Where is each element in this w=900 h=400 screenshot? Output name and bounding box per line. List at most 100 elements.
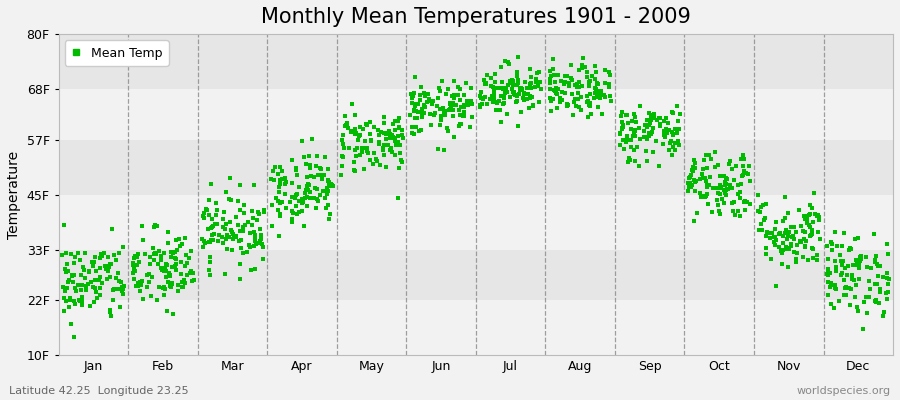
Point <box>517 91 531 97</box>
Point <box>408 74 422 80</box>
Point <box>288 195 302 202</box>
Point <box>495 79 509 85</box>
Point <box>437 108 452 114</box>
Point <box>807 190 822 197</box>
Point <box>824 240 839 247</box>
Point <box>852 264 867 271</box>
Point <box>115 286 130 292</box>
Point <box>652 121 667 127</box>
Point <box>688 157 702 164</box>
Point <box>338 145 352 151</box>
Point <box>789 242 804 248</box>
Point <box>436 146 451 153</box>
Point <box>682 175 697 182</box>
Point <box>582 101 597 108</box>
Point <box>438 108 453 114</box>
Point <box>845 272 859 278</box>
Point <box>404 124 419 130</box>
Point <box>735 163 750 170</box>
Point <box>824 282 838 288</box>
Point <box>640 117 654 124</box>
Point <box>603 93 617 99</box>
Point <box>699 184 714 190</box>
Point <box>391 194 405 201</box>
Point <box>73 298 87 304</box>
Point <box>734 173 749 179</box>
Point <box>141 279 156 285</box>
Point <box>515 86 529 92</box>
Point <box>724 166 739 172</box>
Point <box>363 131 377 138</box>
Point <box>798 243 813 249</box>
Point <box>61 279 76 285</box>
Point <box>147 224 161 230</box>
Point <box>363 119 377 126</box>
Point <box>546 55 561 62</box>
Point <box>662 147 676 154</box>
Point <box>511 80 526 86</box>
Point <box>206 237 220 243</box>
Point <box>784 224 798 231</box>
Point <box>644 113 658 120</box>
Point <box>457 108 472 115</box>
Point <box>428 110 442 116</box>
Point <box>75 294 89 300</box>
Point <box>147 256 161 263</box>
Point <box>646 111 661 118</box>
Point <box>781 233 796 240</box>
Point <box>315 176 329 182</box>
Point <box>115 243 130 250</box>
Point <box>163 273 177 280</box>
Point <box>447 78 462 84</box>
Point <box>62 296 77 303</box>
Point <box>532 99 546 106</box>
Point <box>310 196 324 202</box>
Point <box>357 166 372 172</box>
Point <box>694 194 708 200</box>
Point <box>479 80 493 86</box>
Point <box>179 252 194 258</box>
Point <box>868 253 883 260</box>
Point <box>526 102 541 109</box>
Point <box>232 182 247 189</box>
Point <box>109 275 123 281</box>
Point <box>319 205 333 212</box>
Point <box>718 187 733 194</box>
Point <box>317 172 331 178</box>
Point <box>854 256 868 262</box>
Point <box>492 107 507 113</box>
Point <box>65 272 79 278</box>
Point <box>387 135 401 141</box>
Point <box>878 290 893 297</box>
Point <box>868 298 883 304</box>
Point <box>501 59 516 65</box>
Point <box>663 140 678 147</box>
Point <box>868 299 883 306</box>
Point <box>256 206 271 213</box>
Point <box>785 233 799 240</box>
Point <box>857 298 871 305</box>
Point <box>731 191 745 197</box>
Point <box>248 234 263 241</box>
Point <box>656 128 670 134</box>
Point <box>410 115 424 122</box>
Point <box>571 90 585 96</box>
Point <box>862 286 877 292</box>
Point <box>86 258 101 265</box>
Point <box>433 88 447 94</box>
Point <box>644 129 659 136</box>
Point <box>71 250 86 256</box>
Point <box>551 72 565 78</box>
Point <box>195 244 210 250</box>
Point <box>615 119 629 125</box>
Point <box>548 85 562 92</box>
Point <box>782 229 796 236</box>
Point <box>848 236 862 242</box>
Point <box>633 103 647 110</box>
Point <box>322 182 337 189</box>
Point <box>104 308 118 315</box>
Point <box>872 300 886 306</box>
Point <box>712 207 726 214</box>
Point <box>739 170 753 176</box>
Point <box>701 152 716 158</box>
